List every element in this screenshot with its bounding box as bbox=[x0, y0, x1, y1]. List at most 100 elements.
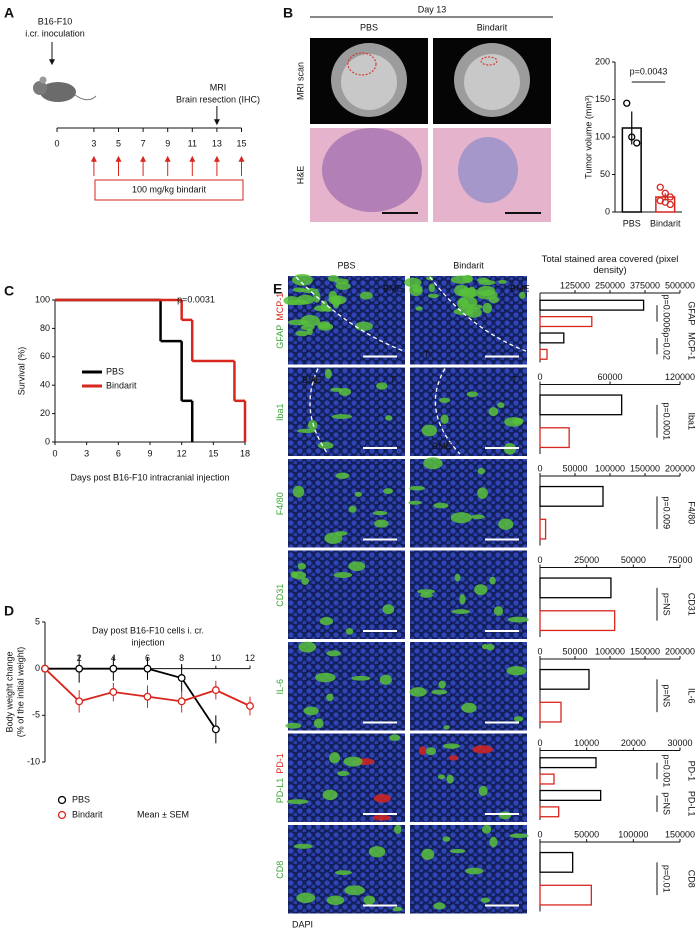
panel-letter: B bbox=[283, 5, 293, 21]
category-label: GFAP bbox=[687, 301, 697, 325]
x-tick-label: 200000 bbox=[665, 463, 695, 473]
category-label: CD8 bbox=[687, 870, 697, 888]
ihc-image bbox=[410, 642, 527, 731]
data-point bbox=[41, 664, 49, 673]
stain-signal bbox=[507, 616, 529, 623]
x-tick-label: 12 bbox=[177, 448, 187, 458]
bar bbox=[539, 773, 555, 785]
bar bbox=[539, 427, 570, 449]
stain-signal bbox=[300, 288, 319, 294]
group-label: PBS bbox=[337, 260, 355, 270]
stain-signal bbox=[509, 833, 529, 839]
y-tick-label: 80 bbox=[40, 323, 50, 333]
mouse-head bbox=[33, 81, 47, 95]
stain-signal bbox=[363, 895, 376, 905]
stain-signal bbox=[450, 512, 472, 524]
stain-signal bbox=[506, 666, 527, 676]
region-border bbox=[429, 276, 528, 353]
stain-name: PD-L1 bbox=[275, 778, 285, 804]
stain-signal bbox=[489, 836, 498, 848]
data-point bbox=[628, 133, 636, 141]
stain-signal bbox=[459, 594, 466, 605]
x-tick-label: 150000 bbox=[665, 829, 695, 839]
data-point bbox=[246, 702, 254, 710]
line-series bbox=[45, 667, 217, 730]
bar bbox=[539, 806, 560, 818]
treatment-box bbox=[94, 179, 244, 201]
stain-signal bbox=[383, 488, 394, 495]
stain-signal bbox=[373, 794, 391, 803]
stain-name: CD31 bbox=[275, 584, 285, 607]
stain-signal bbox=[354, 321, 373, 331]
stain-signal bbox=[482, 302, 493, 314]
stain-signal bbox=[428, 283, 436, 293]
stain-signal bbox=[438, 397, 451, 403]
x-tick-label: 0 bbox=[537, 372, 542, 382]
x-tick-label: 0 bbox=[537, 646, 542, 656]
category-label: PD-1 bbox=[687, 761, 697, 782]
y-tick-label: 5 bbox=[35, 616, 40, 626]
y-axis-label: (% of the initial weight) bbox=[15, 647, 25, 738]
stain-signal bbox=[326, 895, 345, 906]
timeline-day: 13 bbox=[212, 138, 222, 148]
y-tick-label: 100 bbox=[35, 294, 50, 304]
stain-label: Iba1 bbox=[275, 403, 285, 421]
stain-signal bbox=[446, 774, 454, 784]
stain-signal bbox=[449, 849, 466, 854]
p-value: p=0.01 bbox=[662, 865, 672, 893]
timeline-day: 5 bbox=[116, 138, 121, 148]
row-label: MRI scan bbox=[295, 62, 305, 100]
stain-signal bbox=[431, 689, 448, 695]
stain-signal bbox=[326, 650, 341, 657]
stain-signal bbox=[333, 571, 352, 579]
stain-signal bbox=[474, 584, 488, 596]
stain-signal bbox=[392, 906, 403, 912]
x-tick-label: 200000 bbox=[665, 646, 695, 656]
stain-signal bbox=[472, 745, 493, 754]
bar bbox=[539, 610, 616, 632]
stain-signal bbox=[489, 576, 496, 585]
stain-signal bbox=[374, 519, 389, 528]
stain-label: CD31 bbox=[275, 584, 285, 607]
stain-signal bbox=[389, 734, 401, 741]
category-label: MCP-1 bbox=[687, 332, 697, 360]
stain-signal bbox=[433, 502, 449, 509]
region-border bbox=[309, 368, 329, 455]
x-tick-label: 250000 bbox=[595, 280, 625, 290]
x-tick-label: 50000 bbox=[574, 829, 599, 839]
stain-signal bbox=[293, 843, 313, 849]
data-point bbox=[109, 664, 118, 673]
legend-label: PBS bbox=[106, 366, 124, 376]
stain-signal bbox=[451, 609, 471, 614]
ihc-image bbox=[288, 733, 405, 822]
x-tick-label: 6 bbox=[116, 448, 121, 458]
x-tick-label: 20000 bbox=[621, 738, 646, 748]
bar bbox=[539, 789, 602, 802]
day-label: Day 13 bbox=[418, 4, 447, 14]
stain-signal bbox=[322, 789, 338, 801]
stain-signal bbox=[335, 282, 351, 290]
y-tick-label: -5 bbox=[32, 710, 40, 720]
stain-signal bbox=[454, 573, 461, 582]
y-tick-label: 40 bbox=[40, 380, 50, 390]
x-tick-label: 15 bbox=[208, 448, 218, 458]
x-tick-label: PBS bbox=[623, 218, 641, 228]
data-point bbox=[623, 99, 631, 107]
x-tick-label: 10000 bbox=[574, 738, 599, 748]
stain-signal bbox=[415, 306, 423, 311]
stain-signal bbox=[440, 414, 449, 425]
stain-signal bbox=[448, 755, 459, 761]
row-label: H&E bbox=[295, 166, 305, 185]
p-value: p=0.02 bbox=[662, 332, 672, 360]
x-tick-label: 50000 bbox=[562, 463, 587, 473]
stain-signal bbox=[423, 457, 443, 470]
p-value: p=0.0001 bbox=[662, 402, 672, 440]
stain-signal bbox=[317, 441, 334, 450]
stain-signal bbox=[497, 402, 505, 408]
stain-signal bbox=[518, 291, 526, 299]
data-point bbox=[177, 697, 186, 706]
bar bbox=[539, 851, 574, 873]
stain-signal bbox=[465, 307, 482, 318]
stain-signal bbox=[416, 589, 436, 594]
stain-signal bbox=[477, 467, 486, 475]
